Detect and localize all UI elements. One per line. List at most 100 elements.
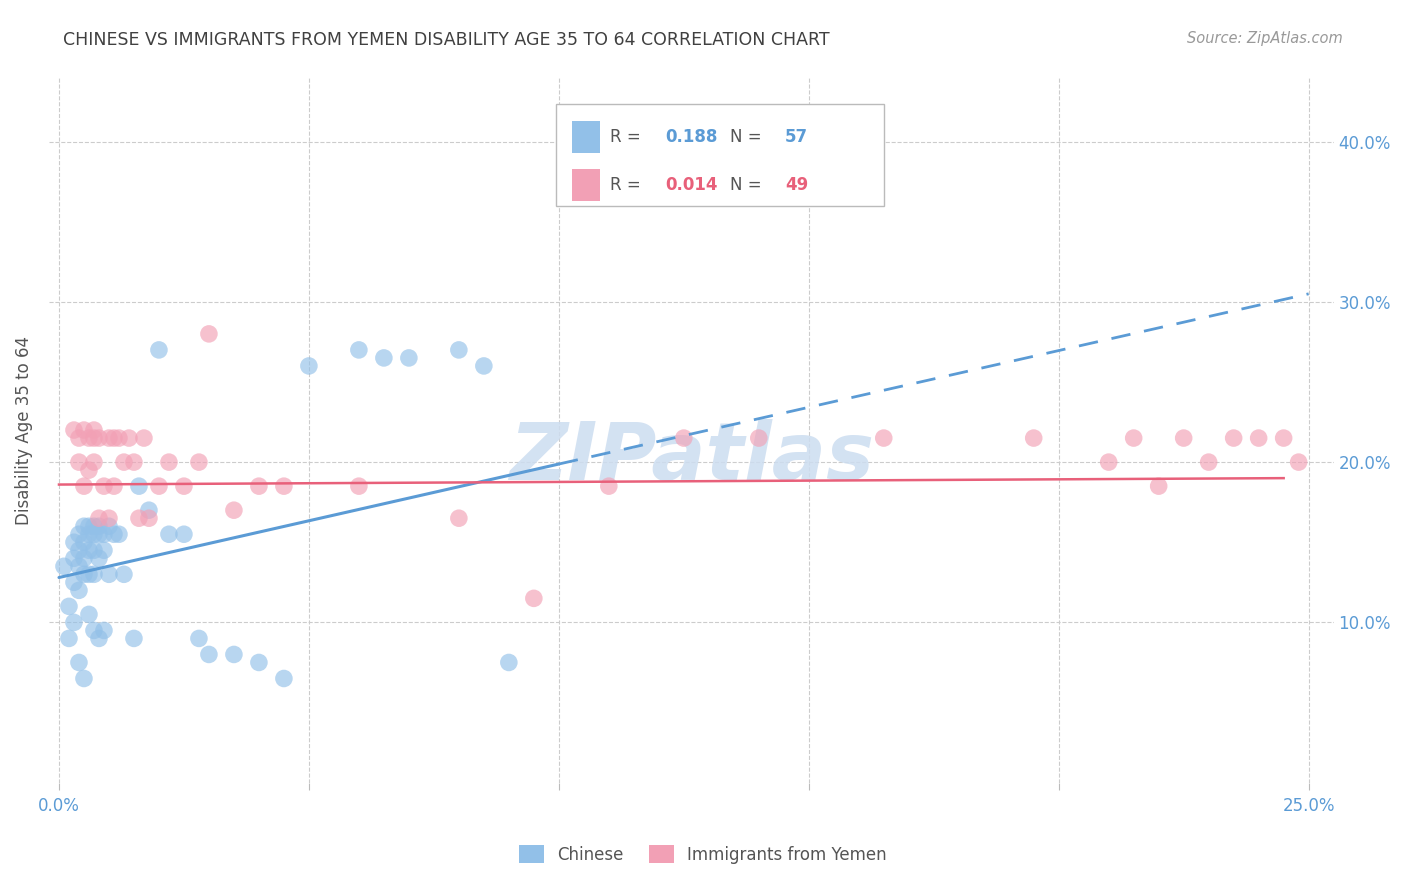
- Point: [523, 591, 546, 606]
- Point: [247, 479, 270, 493]
- Point: [77, 431, 100, 445]
- FancyBboxPatch shape: [572, 121, 600, 153]
- Point: [157, 455, 180, 469]
- Point: [273, 672, 295, 686]
- Point: [198, 648, 221, 662]
- Point: [187, 455, 209, 469]
- Point: [873, 431, 896, 445]
- Point: [87, 527, 110, 541]
- Point: [93, 527, 115, 541]
- Text: R =: R =: [610, 177, 647, 194]
- Point: [112, 567, 135, 582]
- Point: [1198, 455, 1220, 469]
- FancyBboxPatch shape: [572, 169, 600, 202]
- Point: [118, 431, 141, 445]
- Point: [87, 519, 110, 533]
- Point: [108, 527, 131, 541]
- Text: Source: ZipAtlas.com: Source: ZipAtlas.com: [1187, 31, 1343, 46]
- Point: [187, 632, 209, 646]
- Text: N =: N =: [730, 177, 766, 194]
- Point: [67, 431, 90, 445]
- Point: [73, 567, 96, 582]
- Point: [67, 455, 90, 469]
- Point: [83, 519, 105, 533]
- Point: [97, 511, 120, 525]
- Point: [373, 351, 395, 365]
- Point: [447, 343, 470, 357]
- Point: [198, 326, 221, 341]
- Point: [67, 656, 90, 670]
- Y-axis label: Disability Age 35 to 64: Disability Age 35 to 64: [15, 335, 32, 524]
- Point: [73, 423, 96, 437]
- Point: [132, 431, 155, 445]
- Point: [1122, 431, 1144, 445]
- Point: [97, 567, 120, 582]
- Point: [58, 599, 80, 614]
- Point: [87, 431, 110, 445]
- Point: [222, 648, 245, 662]
- Point: [347, 479, 370, 493]
- Point: [77, 527, 100, 541]
- Point: [103, 527, 125, 541]
- Point: [103, 431, 125, 445]
- Point: [52, 559, 75, 574]
- Point: [77, 567, 100, 582]
- Point: [77, 543, 100, 558]
- Point: [97, 431, 120, 445]
- Point: [87, 511, 110, 525]
- Text: 0.188: 0.188: [665, 128, 718, 146]
- Point: [58, 632, 80, 646]
- Point: [247, 656, 270, 670]
- Point: [128, 479, 150, 493]
- Text: 57: 57: [785, 128, 808, 146]
- Point: [73, 519, 96, 533]
- Point: [83, 431, 105, 445]
- Point: [83, 567, 105, 582]
- Point: [173, 479, 195, 493]
- Point: [93, 479, 115, 493]
- Point: [73, 479, 96, 493]
- Point: [67, 559, 90, 574]
- Point: [598, 479, 620, 493]
- Point: [67, 583, 90, 598]
- Point: [83, 624, 105, 638]
- Point: [77, 519, 100, 533]
- Text: CHINESE VS IMMIGRANTS FROM YEMEN DISABILITY AGE 35 TO 64 CORRELATION CHART: CHINESE VS IMMIGRANTS FROM YEMEN DISABIL…: [63, 31, 830, 49]
- Point: [83, 527, 105, 541]
- Point: [97, 519, 120, 533]
- Point: [73, 551, 96, 566]
- Point: [128, 511, 150, 525]
- Point: [103, 479, 125, 493]
- Point: [83, 455, 105, 469]
- Point: [1022, 431, 1045, 445]
- Point: [1288, 455, 1310, 469]
- Point: [67, 527, 90, 541]
- Point: [63, 423, 86, 437]
- Point: [1272, 431, 1295, 445]
- Point: [83, 543, 105, 558]
- Point: [83, 423, 105, 437]
- Point: [748, 431, 770, 445]
- Text: N =: N =: [730, 128, 766, 146]
- Point: [148, 343, 170, 357]
- Point: [1222, 431, 1244, 445]
- Legend: Chinese, Immigrants from Yemen: Chinese, Immigrants from Yemen: [513, 838, 893, 871]
- Point: [1147, 479, 1170, 493]
- Point: [447, 511, 470, 525]
- Point: [222, 503, 245, 517]
- Point: [273, 479, 295, 493]
- Point: [138, 503, 160, 517]
- Point: [1098, 455, 1121, 469]
- Point: [122, 632, 145, 646]
- Point: [347, 343, 370, 357]
- Point: [122, 455, 145, 469]
- Point: [63, 575, 86, 590]
- Point: [77, 607, 100, 622]
- Point: [173, 527, 195, 541]
- Point: [112, 455, 135, 469]
- Point: [298, 359, 321, 373]
- Point: [472, 359, 495, 373]
- Point: [672, 431, 695, 445]
- Point: [87, 632, 110, 646]
- Point: [93, 543, 115, 558]
